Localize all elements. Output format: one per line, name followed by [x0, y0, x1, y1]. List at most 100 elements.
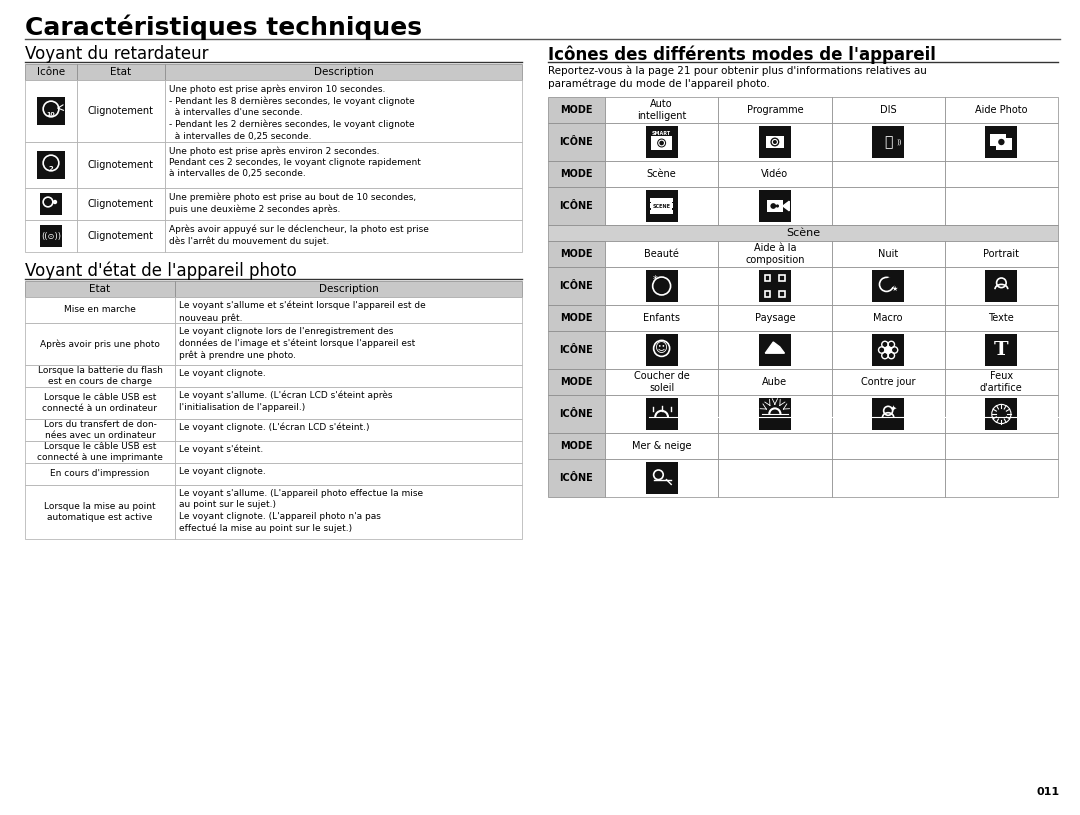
Bar — [718, 331, 832, 369]
Text: Etat: Etat — [110, 67, 132, 77]
Text: Beauté: Beauté — [644, 249, 679, 259]
Text: Le voyant clignote.: Le voyant clignote. — [179, 369, 266, 378]
Text: Coucher de
soleil: Coucher de soleil — [634, 371, 689, 393]
Text: DIS: DIS — [880, 105, 896, 115]
Text: Scène: Scène — [647, 169, 676, 179]
Bar — [605, 369, 718, 395]
Text: Vidéo: Vidéo — [761, 169, 788, 179]
Text: p: p — [780, 135, 783, 140]
Bar — [40, 193, 62, 215]
Bar — [175, 463, 522, 485]
Text: 2: 2 — [49, 166, 53, 172]
Text: Le voyant clignote lors de l'enregistrement des
données de l'image et s'éteint l: Le voyant clignote lors de l'enregistrem… — [179, 327, 415, 360]
Bar — [780, 291, 785, 297]
Text: Mer & neige: Mer & neige — [632, 441, 691, 451]
Bar — [25, 142, 77, 188]
Text: Portrait: Portrait — [984, 249, 1020, 259]
Bar — [165, 80, 522, 142]
Text: ★: ★ — [891, 286, 897, 293]
Text: Une photo est prise après environ 2 secondes.
Pendant ces 2 secondes, le voyant : Une photo est prise après environ 2 seco… — [168, 146, 421, 178]
Text: Le voyant clignote.: Le voyant clignote. — [179, 467, 266, 476]
Text: Reportez-vous à la page 21 pour obtenir plus d'informations relatives au
paramét: Reportez-vous à la page 21 pour obtenir … — [548, 65, 927, 90]
Text: Le voyant s'allume. (L'écran LCD s'éteint après
l'initialisation de l'appareil.): Le voyant s'allume. (L'écran LCD s'étein… — [179, 391, 392, 412]
Bar — [548, 369, 605, 395]
Text: ((⊙)): ((⊙)) — [41, 231, 60, 240]
Text: Clignotement: Clignotement — [87, 106, 154, 116]
Bar — [718, 241, 832, 267]
Text: En cours d'impression: En cours d'impression — [51, 469, 150, 478]
Bar — [649, 202, 651, 204]
Circle shape — [53, 200, 57, 205]
Text: Nuit: Nuit — [878, 249, 899, 259]
Text: Description: Description — [319, 284, 378, 294]
Bar — [985, 126, 1017, 158]
Text: Texte: Texte — [988, 313, 1014, 323]
Bar — [651, 136, 672, 150]
Bar — [77, 188, 165, 220]
Bar — [605, 187, 718, 225]
Text: T: T — [994, 341, 1009, 359]
Bar — [759, 398, 791, 430]
Text: Icône: Icône — [37, 67, 65, 77]
Text: MODE: MODE — [561, 441, 593, 451]
Text: ICÔNE: ICÔNE — [559, 409, 593, 419]
Bar — [985, 398, 1017, 430]
Bar — [605, 305, 718, 331]
Bar — [945, 459, 1058, 497]
Bar — [605, 97, 718, 123]
Bar — [832, 395, 945, 433]
Text: Une photo est prise après environ 10 secondes.
- Pendant les 8 dernières seconde: Une photo est prise après environ 10 sec… — [168, 84, 415, 141]
Bar — [718, 123, 832, 161]
Text: ICÔNE: ICÔNE — [559, 201, 593, 211]
Text: MODE: MODE — [561, 313, 593, 323]
Bar — [548, 161, 605, 187]
Text: Le voyant s'allume. (L'appareil photo effectue la mise
au point sur le sujet.)
L: Le voyant s'allume. (L'appareil photo ef… — [179, 489, 423, 533]
Bar — [548, 225, 1058, 241]
Bar — [832, 241, 945, 267]
Bar — [605, 161, 718, 187]
Bar — [718, 305, 832, 331]
Bar — [997, 139, 1012, 150]
Bar — [873, 126, 904, 158]
Bar — [718, 187, 832, 225]
Bar — [25, 220, 77, 252]
Bar — [548, 459, 605, 497]
Circle shape — [885, 346, 892, 354]
Bar — [945, 305, 1058, 331]
Bar — [945, 241, 1058, 267]
Circle shape — [886, 277, 895, 287]
Bar — [548, 123, 605, 161]
Bar — [165, 142, 522, 188]
Text: Paysage: Paysage — [755, 313, 795, 323]
Bar — [985, 334, 1017, 366]
Bar — [646, 398, 677, 430]
Bar — [672, 202, 674, 204]
Bar — [718, 433, 832, 459]
Bar — [765, 275, 770, 281]
Bar — [945, 161, 1058, 187]
Bar — [25, 297, 175, 323]
Bar — [832, 305, 945, 331]
Bar — [650, 198, 673, 214]
Bar — [25, 281, 175, 297]
Bar — [548, 267, 605, 305]
Bar — [605, 433, 718, 459]
Bar — [718, 395, 832, 433]
Text: Clignotement: Clignotement — [87, 199, 154, 209]
Bar — [832, 459, 945, 497]
Bar — [77, 80, 165, 142]
Text: Feux
d'artifice: Feux d'artifice — [980, 371, 1023, 393]
Bar — [548, 433, 605, 459]
Bar — [175, 441, 522, 463]
Text: Auto
intelligent: Auto intelligent — [637, 99, 686, 121]
Bar — [25, 485, 175, 539]
Text: Scène: Scène — [786, 228, 820, 238]
Bar — [832, 97, 945, 123]
Bar — [175, 281, 522, 297]
Bar — [767, 200, 783, 212]
Polygon shape — [783, 201, 789, 211]
Bar — [832, 331, 945, 369]
Bar — [780, 275, 785, 281]
Text: Enfants: Enfants — [643, 313, 680, 323]
Text: ICÔNE: ICÔNE — [559, 137, 593, 147]
